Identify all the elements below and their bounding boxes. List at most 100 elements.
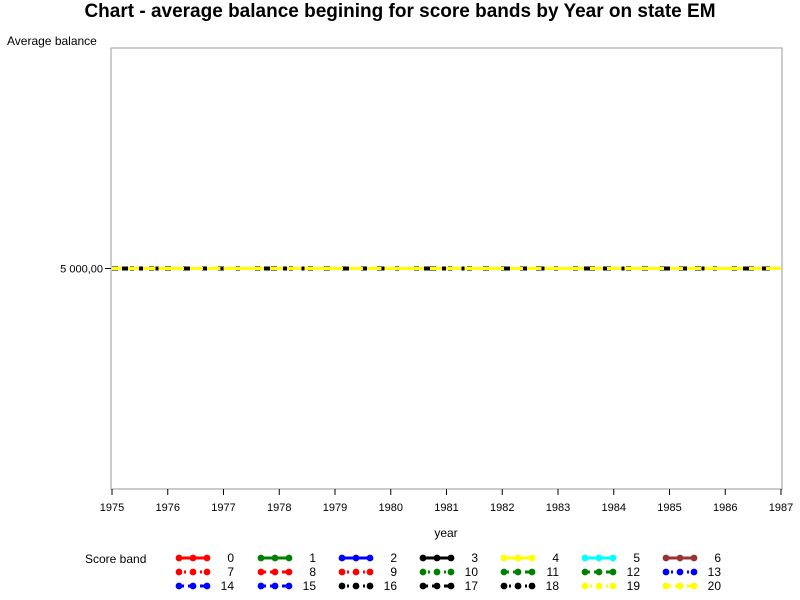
legend-item-11: 11: [500, 565, 560, 579]
legend-marker-16-0: [338, 582, 346, 590]
legend-marker-12-0: [581, 568, 589, 576]
series-dash-6: [264, 266, 270, 271]
legend-marker-17-0: [419, 582, 427, 590]
x-tick-label-10: 1985: [657, 502, 681, 514]
legend-label-13: 13: [708, 565, 722, 579]
legend-marker-10-2: [447, 568, 455, 576]
legend-label-4: 4: [552, 551, 559, 565]
legend-label-17: 17: [465, 579, 479, 593]
series-dash-14: [461, 266, 465, 271]
legend-label-5: 5: [633, 551, 640, 565]
legend-marker-17-2: [447, 582, 455, 590]
legend-marker-18-2: [528, 582, 536, 590]
legend-marker-3-1: [433, 554, 441, 562]
series-dash-8: [301, 266, 305, 271]
legend-marker-15-2: [285, 582, 293, 590]
legend-marker-7-0: [175, 568, 183, 576]
series-dash-18: [584, 266, 590, 271]
legend-label-8: 8: [309, 565, 316, 579]
legend-item-4: 4: [500, 551, 559, 565]
series-layer: [112, 266, 781, 271]
legend-marker-6-1: [676, 554, 684, 562]
legend-marker-7-2: [203, 568, 211, 576]
legend-marker-0-2: [203, 554, 211, 562]
legend-marker-8-1: [271, 568, 279, 576]
series-dash-10: [363, 266, 367, 271]
y-tick-label-0: 5 000,00: [60, 264, 103, 276]
x-tick-label-12: 1987: [769, 502, 793, 514]
x-tick-label-6: 1981: [434, 502, 458, 514]
legend-item-20: 20: [662, 579, 722, 593]
legend-marker-19-0: [581, 582, 589, 590]
x-tick-label-8: 1983: [546, 502, 570, 514]
legend-item-19: 19: [581, 579, 640, 593]
x-axis-label: year: [434, 526, 457, 540]
legend-marker-19-2: [609, 582, 617, 590]
legend-marker-20-2: [690, 582, 698, 590]
legend-marker-16-2: [366, 582, 374, 590]
series-dash-16: [523, 266, 527, 271]
y-axis: 5 000,00: [60, 264, 111, 276]
x-tick-label-3: 1978: [267, 502, 291, 514]
legend-marker-0-0: [175, 554, 183, 562]
legend-marker-2-2: [366, 554, 374, 562]
legend-marker-2-0: [338, 554, 346, 562]
legend-marker-18-0: [500, 582, 508, 590]
legend-marker-7-1: [189, 568, 197, 576]
legend-item-0: 0: [175, 551, 234, 565]
x-tick-label-11: 1986: [713, 502, 737, 514]
series-dash-7: [283, 266, 287, 271]
series-dash-15: [504, 266, 510, 271]
x-tick-label-1: 1976: [156, 502, 180, 514]
legend-marker-4-1: [514, 554, 522, 562]
x-tick-label-0: 1975: [100, 502, 124, 514]
legend-item-8: 8: [257, 565, 316, 579]
legend-marker-13-0: [662, 568, 670, 576]
legend-label-0: 0: [227, 551, 234, 565]
legend-item-2: 2: [338, 551, 397, 565]
legend-item-12: 12: [581, 565, 640, 579]
legend-marker-16-1: [352, 582, 360, 590]
legend-marker-11-2: [528, 568, 536, 576]
legend-item-13: 13: [662, 565, 722, 579]
series-dash-21: [664, 266, 670, 271]
legend-marker-0-1: [189, 554, 197, 562]
legend-item-9: 9: [338, 565, 397, 579]
legend-marker-13-1: [676, 568, 684, 576]
series-dash-1: [139, 266, 143, 271]
legend-marker-10-0: [419, 568, 427, 576]
legend-marker-2-1: [352, 554, 360, 562]
legend-marker-11-0: [500, 568, 508, 576]
legend-marker-15-0: [257, 582, 265, 590]
legend-title: Score band: [85, 552, 146, 566]
chart-title: Chart - average balance begining for sco…: [84, 1, 715, 22]
legend-marker-15-1: [271, 582, 279, 590]
legend-marker-8-0: [257, 568, 265, 576]
legend-marker-19-1: [595, 582, 603, 590]
legend-label-3: 3: [471, 551, 478, 565]
legend-marker-8-2: [285, 568, 293, 576]
legend-label-18: 18: [546, 579, 560, 593]
legend-item-10: 10: [419, 565, 479, 579]
legend-item-18: 18: [500, 579, 560, 593]
legend-item-16: 16: [338, 579, 397, 593]
legend-marker-1-2: [285, 554, 293, 562]
y-axis-label: Average balance: [7, 34, 97, 48]
legend-marker-1-0: [257, 554, 265, 562]
legend-label-11: 11: [547, 565, 560, 579]
series-dash-20: [621, 266, 625, 271]
legend-label-14: 14: [221, 579, 235, 593]
legend-marker-20-0: [662, 582, 670, 590]
legend-item-14: 14: [175, 579, 235, 593]
legend-marker-14-2: [203, 582, 211, 590]
legend-label-20: 20: [708, 579, 722, 593]
series-dash-0: [122, 266, 128, 271]
series-dash-19: [603, 266, 607, 271]
legend-marker-13-2: [690, 568, 698, 576]
legend-label-10: 10: [465, 565, 479, 579]
series-dash-17: [541, 266, 545, 271]
legend-marker-5-1: [595, 554, 603, 562]
legend-marker-6-0: [662, 554, 670, 562]
legend-marker-18-1: [514, 582, 522, 590]
